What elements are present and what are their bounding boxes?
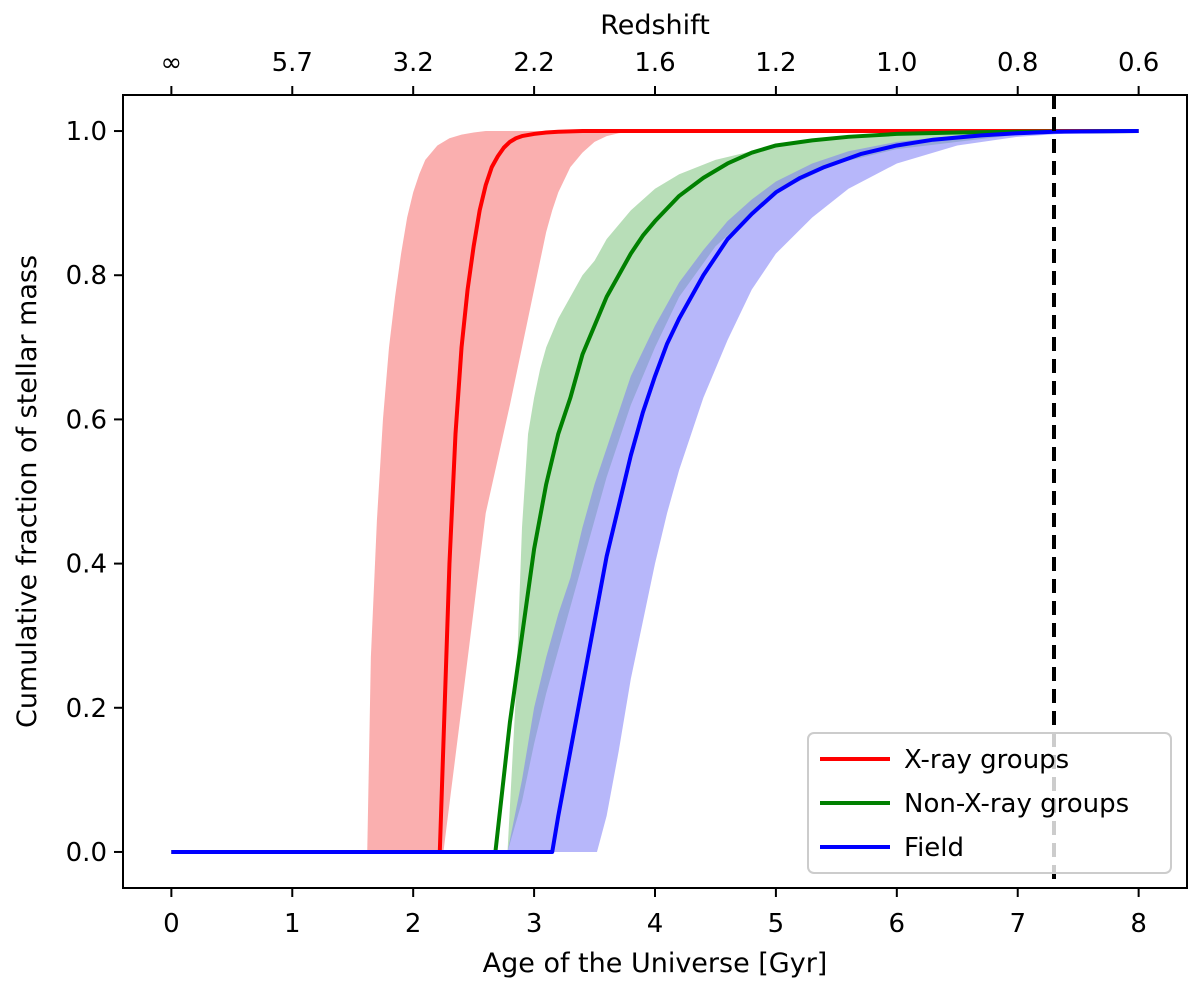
legend-label: Field (904, 833, 964, 863)
x-tick-label: 7 (1009, 909, 1026, 939)
x-tick-label: 8 (1130, 909, 1147, 939)
top-tick-label: 0.8 (997, 48, 1038, 78)
top-tick-label: 1.0 (876, 48, 917, 78)
band-0 (367, 131, 1139, 852)
series-line-0 (171, 129, 1139, 854)
y-tick-label: 0.8 (66, 261, 107, 291)
x-axis-label: Age of the Universe [Gyr] (483, 948, 828, 979)
series-line-2 (171, 129, 1139, 854)
series-lines (171, 129, 1139, 854)
legend-box (807, 732, 1172, 874)
x-tick-label: 3 (526, 909, 543, 939)
confidence-bands (367, 131, 1139, 852)
x-tick-label: 0 (163, 909, 180, 939)
y-axis-label: Cumulative fraction of stellar mass (12, 255, 43, 728)
top-tick-label: 3.2 (393, 48, 434, 78)
top-tick-label: 2.2 (513, 48, 554, 78)
legend-label: Non-X-ray groups (904, 789, 1129, 819)
top-tick-label: 1.6 (634, 48, 675, 78)
top-tick-label: ∞ (161, 48, 183, 78)
y-axis-ticks: 0.0 0.2 0.4 0.6 0.8 1.0 (66, 117, 123, 868)
band-2 (507, 131, 1139, 852)
top-axis-ticks: ∞ 5.7 3.2 2.2 1.6 1.2 1.0 0.8 0.6 (161, 48, 1159, 95)
top-axis-label: Redshift (600, 10, 710, 41)
top-tick-label: 5.7 (272, 48, 313, 78)
y-tick-label: 0.6 (66, 405, 107, 435)
x-tick-label: 5 (768, 909, 785, 939)
legend: X-ray groups Non-X-ray groups Field (807, 732, 1172, 874)
y-tick-label: 0.2 (66, 694, 107, 724)
x-tick-label: 1 (284, 909, 301, 939)
legend-label: X-ray groups (904, 745, 1069, 775)
x-axis-ticks: 0 1 2 3 4 5 6 7 8 (163, 888, 1147, 939)
y-tick-label: 0.4 (66, 550, 107, 580)
y-tick-label: 1.0 (66, 117, 107, 147)
x-tick-label: 6 (889, 909, 906, 939)
top-tick-label: 0.6 (1118, 48, 1159, 78)
series-line-1 (171, 129, 1139, 854)
x-tick-label: 4 (647, 909, 664, 939)
y-tick-label: 0.0 (66, 838, 107, 868)
top-tick-label: 1.2 (755, 48, 796, 78)
x-tick-label: 2 (405, 909, 422, 939)
